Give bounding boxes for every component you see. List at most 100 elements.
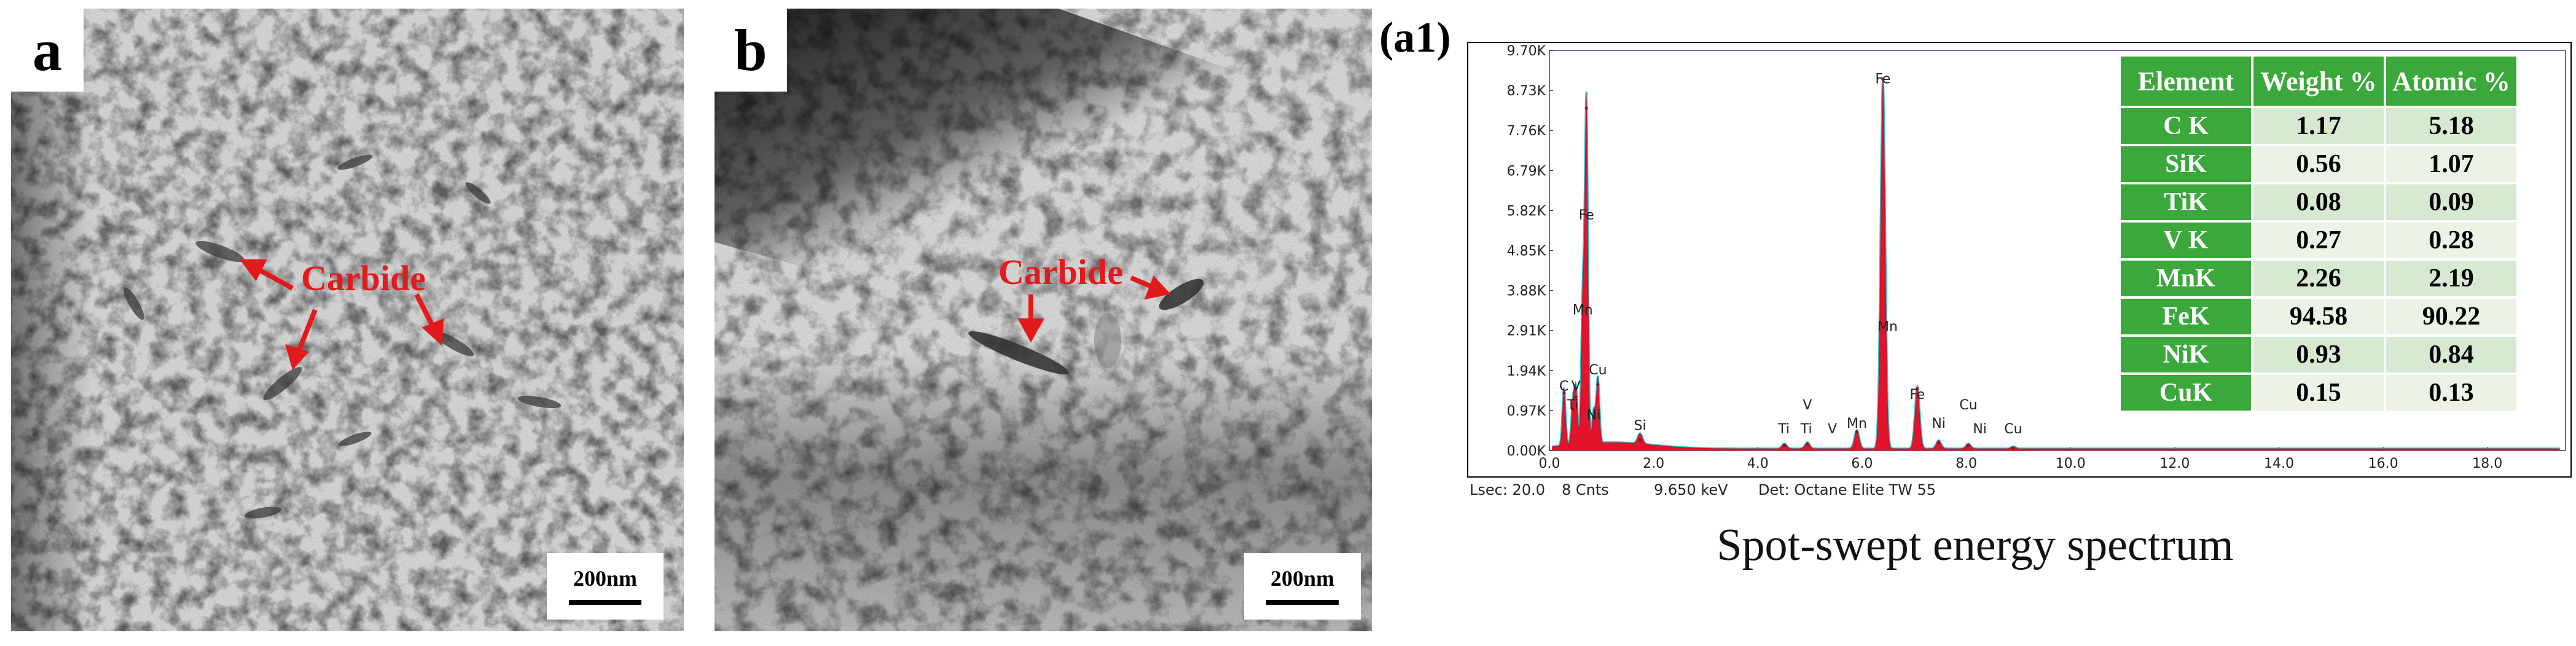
spectrum-peak xyxy=(1581,304,1584,308)
table-header-row: Element Weight % Atomic % xyxy=(2118,54,2519,108)
table-row: NiK 0.93 0.84 xyxy=(2118,334,2519,375)
scale-bar-label-b: 200nm xyxy=(1270,566,1334,591)
footer-lsec: Lsec: 20.0 xyxy=(1470,481,1545,498)
peak-label: Si xyxy=(1634,418,1646,433)
table-cell-element: CuK xyxy=(2118,372,2253,413)
scale-bar-line-b xyxy=(1266,600,1339,605)
table-header-weight: Weight % xyxy=(2251,54,2386,108)
peak-label: V xyxy=(1572,379,1581,395)
tem-image-a: a Carbide 200nm xyxy=(11,9,684,631)
peak-label: Mn xyxy=(1877,319,1898,334)
footer-counts: 8 Cnts xyxy=(1562,481,1609,498)
table-cell-weight: 0.56 xyxy=(2251,144,2386,184)
spectrum-peak xyxy=(1855,430,1858,434)
spectrum-peak xyxy=(1916,387,1919,390)
spectrum-peak xyxy=(1596,383,1600,387)
y-tick-label: 3.88K xyxy=(1507,284,1546,299)
table-cell-atomic: 2.19 xyxy=(2384,258,2519,299)
spectrum-peak xyxy=(1967,444,1970,447)
table-cell-atomic: 0.84 xyxy=(2384,334,2519,375)
scale-bar-label-a: 200nm xyxy=(573,566,637,591)
panel-letter-a: a xyxy=(11,9,84,92)
y-tick-label: 5.82K xyxy=(1507,203,1546,219)
spectrum-caption: Spot-swept energy spectrum xyxy=(1717,520,2234,570)
spectrum-peak xyxy=(1562,391,1566,395)
y-tick-label: 0.97K xyxy=(1507,404,1546,419)
peak-label: Ni xyxy=(1587,408,1601,423)
spectrum-peak xyxy=(1783,444,1787,447)
y-tick-label: 2.91K xyxy=(1507,324,1546,339)
spectrum-peak xyxy=(1806,443,1809,446)
peak-label: Mn xyxy=(1573,303,1593,318)
peak-label: Ni xyxy=(1973,422,1987,437)
y-tick-label: 6.79K xyxy=(1507,163,1546,179)
composition-table: Element Weight % Atomic % C K 1.17 5.18 … xyxy=(2118,54,2519,413)
carbide-label-b: Carbide xyxy=(998,252,1123,292)
table-cell-element: MnK xyxy=(2118,258,2253,299)
x-tick-label: 4.0 xyxy=(1747,456,1769,471)
table-cell-weight: 0.27 xyxy=(2251,220,2386,261)
tem-texture-a xyxy=(11,9,684,631)
table-cell-atomic: 90.22 xyxy=(2384,296,2519,337)
table-header-atomic: Atomic % xyxy=(2384,54,2519,108)
peak-label: Mn xyxy=(1847,416,1867,431)
x-tick-label: 2.0 xyxy=(1643,456,1664,471)
table-row: V K 0.27 0.28 xyxy=(2118,220,2519,261)
x-tick-label: 6.0 xyxy=(1851,456,1873,471)
table-cell-element: C K xyxy=(2118,106,2253,146)
spectrum-peak xyxy=(1571,408,1575,411)
y-tick-label: 8.73K xyxy=(1507,84,1546,99)
peak-label: Cu xyxy=(2004,422,2022,437)
scale-bar-a: 200nm xyxy=(547,553,664,620)
x-tick-label: 8.0 xyxy=(1955,456,1977,471)
table-cell-element: TiK xyxy=(2118,182,2253,223)
carbide-arrows-b xyxy=(1017,275,1171,343)
table-row: MnK 2.26 2.19 xyxy=(2118,258,2519,299)
spectrum-peak xyxy=(1574,395,1578,399)
x-tick-label: 14.0 xyxy=(2264,456,2294,471)
table-cell-weight: 0.93 xyxy=(2251,334,2386,375)
y-tick-label: 0.00K xyxy=(1507,444,1546,459)
table-cell-atomic: 1.07 xyxy=(2384,144,2519,184)
x-tick-label: 16.0 xyxy=(2368,456,2398,471)
table-row: CuK 0.15 0.13 xyxy=(2118,372,2519,413)
y-tick-label: 4.85K xyxy=(1507,244,1546,259)
carbide-label-a: Carbide xyxy=(301,258,426,298)
y-tick-label: 1.94K xyxy=(1507,364,1546,379)
peak-label: Fe xyxy=(1875,72,1890,87)
peak-label: Cu xyxy=(1959,398,1977,413)
x-tick-label: 0.0 xyxy=(1539,456,1560,471)
table-row: SiK 0.56 1.07 xyxy=(2118,144,2519,184)
carbide-arrows-a xyxy=(240,259,444,371)
table-cell-atomic: 0.28 xyxy=(2384,220,2519,261)
x-tick-label: 10.0 xyxy=(2056,456,2086,471)
spectrum-peak xyxy=(1584,106,1588,110)
table-cell-atomic: 5.18 xyxy=(2384,106,2519,146)
peak-label: Fe xyxy=(1579,208,1594,223)
peak-label: Fe xyxy=(1909,387,1925,403)
table-header-element: Element xyxy=(2118,54,2253,108)
y-tick-label: 9.70K xyxy=(1507,44,1546,59)
panel-letter-a1: (a1) xyxy=(1379,14,1451,61)
footer-detector: Det: Octane Elite TW 55 xyxy=(1758,481,1936,498)
spectrum-peak xyxy=(1937,441,1941,444)
x-tick-label: 12.0 xyxy=(2159,456,2190,471)
table-row: C K 1.17 5.18 xyxy=(2118,106,2519,146)
table-cell-element: V K xyxy=(2118,220,2253,261)
x-tick-label: 18.0 xyxy=(2472,456,2502,471)
eds-spectrum-plot: 9.70K 8.73K 7.76K 6.79K 5.82K 4.85K 3.88K 2.91K… xyxy=(1507,44,2566,471)
scale-bar-b: 200nm xyxy=(1244,553,1361,620)
table-cell-weight: 94.58 xyxy=(2251,296,2386,337)
table-cell-weight: 2.26 xyxy=(2251,258,2386,299)
table-cell-element: NiK xyxy=(2118,334,2253,375)
peak-label: C xyxy=(1559,379,1568,395)
table-cell-element: SiK xyxy=(2118,144,2253,184)
peak-label: Ti xyxy=(1567,398,1579,413)
eds-spectrum-chart: 9.70K 8.73K 7.76K 6.79K 5.82K 4.85K 3.88K 2.91K… xyxy=(1467,42,2572,478)
spectrum-peak xyxy=(1638,438,1642,442)
peak-label: Ni xyxy=(1932,416,1946,431)
spectrum-peak xyxy=(1881,77,1885,81)
y-tick-label: 7.76K xyxy=(1507,124,1546,139)
scale-bar-line-a xyxy=(569,600,641,605)
peak-label: V xyxy=(1803,398,1812,413)
